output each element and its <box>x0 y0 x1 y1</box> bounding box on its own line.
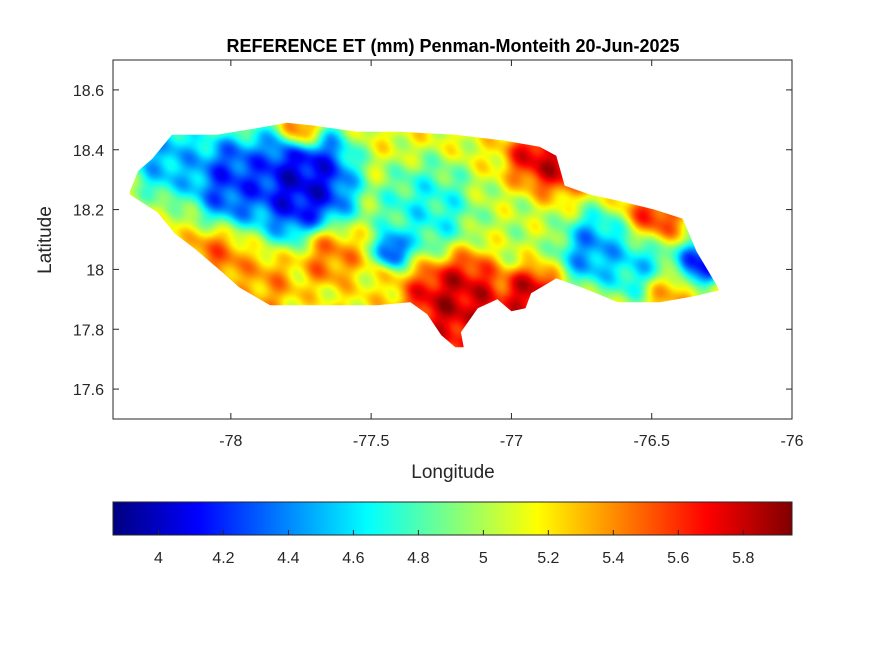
x-tick-label: -77.5 <box>353 433 390 450</box>
colorbar-ticks: 4 4.2 4.4 4.6 4.8 5 5.2 5.4 5.6 5.8 <box>154 530 754 567</box>
colorbar-tick-label: 5.6 <box>667 550 689 567</box>
colorbar-tick-label: 4.8 <box>407 550 429 567</box>
colorbar-tick-label: 5.8 <box>732 550 754 567</box>
y-tick-label: 18.6 <box>73 83 104 100</box>
colorbar-tick-label: 4.4 <box>277 550 299 567</box>
y-tick-label: 17.8 <box>73 322 104 339</box>
y-axis-title: Latitude <box>35 206 56 274</box>
colorbar-tick-label: 5 <box>479 550 488 567</box>
y-tick-label: 18.4 <box>73 143 104 160</box>
colorbar <box>112 501 793 536</box>
plot-title: REFERENCE ET (mm) Penman-Monteith 20-Jun… <box>226 36 679 56</box>
x-tick-label: -76 <box>780 433 803 450</box>
x-axis: -78 -77.5 -77 -76.5 -76 <box>219 60 804 450</box>
colorbar-tick-label: 4.6 <box>342 550 364 567</box>
x-axis-title: Longitude <box>411 462 494 483</box>
y-tick-label: 18.2 <box>73 203 104 220</box>
y-tick-label: 18 <box>86 262 104 279</box>
colorbar-tick-label: 5.4 <box>602 550 624 567</box>
colorbar-tick-label: 5.2 <box>537 550 559 567</box>
y-tick-label: 17.6 <box>73 382 104 399</box>
x-tick-label: -78 <box>219 433 242 450</box>
x-tick-label: -77 <box>500 433 523 450</box>
colorbar-tick-label: 4.2 <box>212 550 234 567</box>
x-tick-label: -76.5 <box>633 433 670 450</box>
colorbar-tick-label: 4 <box>154 550 163 567</box>
y-axis: 17.6 17.8 18 18.2 18.4 18.6 <box>73 83 792 399</box>
plot-frame <box>112 59 793 420</box>
